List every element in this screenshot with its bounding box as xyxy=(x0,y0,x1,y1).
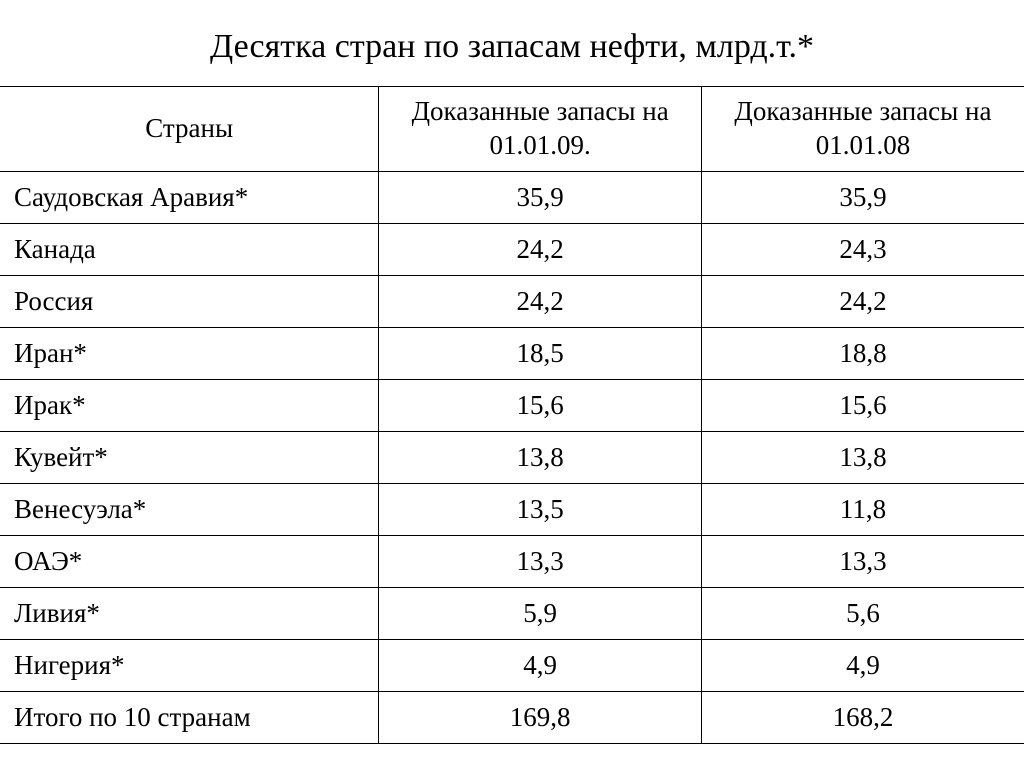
table-row: Венесуэла* 13,5 11,8 xyxy=(0,483,1024,535)
cell-val-2008: 4,9 xyxy=(701,639,1024,691)
cell-val-2008: 13,3 xyxy=(701,535,1024,587)
table-header-row: Страны Доказанные запасы на 01.01.09. До… xyxy=(0,87,1024,172)
cell-val-2008: 11,8 xyxy=(701,483,1024,535)
cell-val-2009: 13,5 xyxy=(379,483,702,535)
col-header-2008: Доказанные запасы на 01.01.08 xyxy=(701,87,1024,172)
cell-val-2009: 4,9 xyxy=(379,639,702,691)
cell-country: Итого по 10 странам xyxy=(0,691,379,743)
table-row: Нигерия* 4,9 4,9 xyxy=(0,639,1024,691)
cell-val-2008: 24,3 xyxy=(701,223,1024,275)
cell-country: Ливия* xyxy=(0,587,379,639)
cell-val-2009: 35,9 xyxy=(379,171,702,223)
cell-val-2008: 168,2 xyxy=(701,691,1024,743)
col-header-2009: Доказанные запасы на 01.01.09. xyxy=(379,87,702,172)
cell-country: ОАЭ* xyxy=(0,535,379,587)
cell-country: Кувейт* xyxy=(0,431,379,483)
cell-val-2009: 5,9 xyxy=(379,587,702,639)
cell-country: Саудовская Аравия* xyxy=(0,171,379,223)
cell-val-2008: 15,6 xyxy=(701,379,1024,431)
cell-val-2008: 18,8 xyxy=(701,327,1024,379)
cell-val-2008: 35,9 xyxy=(701,171,1024,223)
cell-val-2008: 13,8 xyxy=(701,431,1024,483)
cell-val-2009: 24,2 xyxy=(379,223,702,275)
table-row-total: Итого по 10 странам 169,8 168,2 xyxy=(0,691,1024,743)
cell-country: Венесуэла* xyxy=(0,483,379,535)
table-row: Иран* 18,5 18,8 xyxy=(0,327,1024,379)
cell-val-2009: 13,3 xyxy=(379,535,702,587)
cell-country: Россия xyxy=(0,275,379,327)
col-header-country: Страны xyxy=(0,87,379,172)
cell-val-2009: 169,8 xyxy=(379,691,702,743)
table-row: Кувейт* 13,8 13,8 xyxy=(0,431,1024,483)
page-title: Десятка стран по запасам нефти, млрд.т.* xyxy=(0,28,1024,66)
cell-val-2008: 5,6 xyxy=(701,587,1024,639)
cell-country: Иран* xyxy=(0,327,379,379)
cell-val-2009: 18,5 xyxy=(379,327,702,379)
table-row: Ливия* 5,9 5,6 xyxy=(0,587,1024,639)
oil-reserves-table: Страны Доказанные запасы на 01.01.09. До… xyxy=(0,86,1024,744)
cell-val-2009: 24,2 xyxy=(379,275,702,327)
table-row: ОАЭ* 13,3 13,3 xyxy=(0,535,1024,587)
cell-country: Нигерия* xyxy=(0,639,379,691)
cell-country: Ирак* xyxy=(0,379,379,431)
cell-val-2008: 24,2 xyxy=(701,275,1024,327)
table-row: Россия 24,2 24,2 xyxy=(0,275,1024,327)
cell-val-2009: 13,8 xyxy=(379,431,702,483)
table-row: Ирак* 15,6 15,6 xyxy=(0,379,1024,431)
table-body: Саудовская Аравия* 35,9 35,9 Канада 24,2… xyxy=(0,171,1024,743)
table-row: Канада 24,2 24,3 xyxy=(0,223,1024,275)
cell-country: Канада xyxy=(0,223,379,275)
cell-val-2009: 15,6 xyxy=(379,379,702,431)
table-row: Саудовская Аравия* 35,9 35,9 xyxy=(0,171,1024,223)
